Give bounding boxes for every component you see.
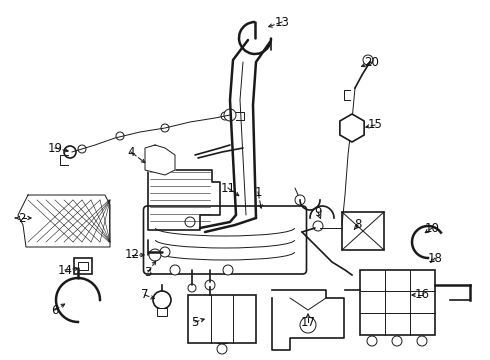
Circle shape: [367, 336, 377, 346]
Circle shape: [64, 146, 76, 158]
Polygon shape: [272, 290, 344, 350]
Circle shape: [153, 291, 171, 309]
Text: 20: 20: [365, 55, 379, 68]
FancyBboxPatch shape: [144, 206, 307, 274]
Circle shape: [221, 112, 229, 120]
Text: 13: 13: [274, 15, 290, 28]
Circle shape: [417, 336, 427, 346]
Circle shape: [224, 109, 236, 121]
Text: 6: 6: [51, 303, 59, 316]
Text: 11: 11: [220, 181, 236, 194]
Circle shape: [363, 55, 373, 65]
Text: 7: 7: [141, 288, 149, 302]
Circle shape: [346, 122, 358, 134]
Circle shape: [205, 280, 215, 290]
Circle shape: [392, 336, 402, 346]
Text: 17: 17: [300, 315, 316, 328]
Text: 14: 14: [57, 264, 73, 276]
Bar: [342, 212, 384, 250]
Circle shape: [185, 217, 195, 227]
Polygon shape: [18, 195, 110, 247]
Circle shape: [160, 247, 170, 257]
Circle shape: [149, 249, 161, 261]
Text: 1: 1: [254, 185, 262, 198]
Polygon shape: [145, 145, 175, 175]
Circle shape: [170, 265, 180, 275]
Text: 4: 4: [127, 145, 135, 158]
Circle shape: [161, 124, 169, 132]
Bar: [74, 258, 92, 274]
Circle shape: [313, 221, 323, 231]
Circle shape: [223, 265, 233, 275]
Text: 9: 9: [314, 206, 322, 219]
Polygon shape: [340, 114, 364, 142]
Circle shape: [78, 145, 86, 153]
Circle shape: [188, 284, 196, 292]
Text: 8: 8: [354, 219, 362, 231]
Text: 10: 10: [424, 221, 440, 234]
Text: 16: 16: [415, 288, 430, 302]
Bar: [78, 262, 88, 270]
Circle shape: [116, 132, 124, 140]
Text: 19: 19: [48, 141, 63, 154]
Circle shape: [217, 344, 227, 354]
Text: 5: 5: [191, 315, 198, 328]
Text: 18: 18: [428, 252, 442, 265]
Circle shape: [300, 317, 316, 333]
Text: 3: 3: [145, 266, 152, 279]
Bar: [360, 270, 435, 335]
Text: 15: 15: [368, 118, 382, 131]
Text: 2: 2: [18, 211, 26, 225]
Bar: [188, 295, 256, 343]
Circle shape: [295, 195, 305, 205]
Bar: [157, 308, 167, 316]
Text: 12: 12: [124, 248, 140, 261]
